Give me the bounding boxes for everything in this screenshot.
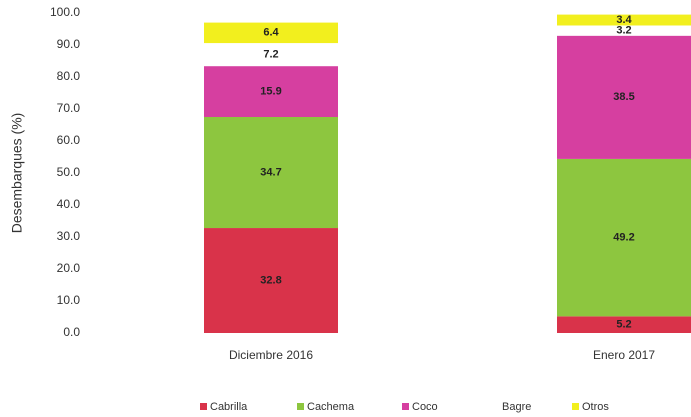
legend-label: Otros (582, 401, 609, 413)
y-axis-label: Desembarques (%) (9, 113, 25, 234)
bar-segment (557, 158, 691, 317)
bar-segment (204, 22, 338, 44)
data-label: 38.5 (613, 91, 634, 103)
y-tick-label: 60.0 (57, 133, 81, 147)
legend-swatch (297, 403, 304, 410)
data-label: 6.4 (263, 27, 279, 39)
y-tick-label: 20.0 (57, 261, 81, 275)
x-tick-label: Enero 2017 (593, 348, 655, 362)
data-label: 32.8 (260, 274, 281, 286)
bar-segment (204, 228, 338, 333)
bar-segment (557, 316, 691, 333)
bar-segment (204, 66, 338, 117)
data-label: 15.9 (260, 85, 281, 97)
legend-label: Cabrilla (210, 401, 248, 413)
bar-segment (557, 14, 691, 26)
legend-swatch (200, 403, 207, 410)
y-tick-label: 100.0 (50, 5, 80, 19)
y-tick-label: 50.0 (57, 165, 81, 179)
data-label: 34.7 (260, 166, 281, 178)
bar-segment (204, 117, 338, 229)
y-tick-label: 70.0 (57, 101, 81, 115)
data-label: 3.4 (616, 14, 632, 26)
y-tick-label: 30.0 (57, 229, 81, 243)
x-tick-label: Diciembre 2016 (229, 348, 313, 362)
data-label: 49.2 (613, 232, 634, 244)
data-label: 5.2 (616, 319, 631, 331)
y-tick-label: 80.0 (57, 69, 81, 83)
bar-segment (557, 25, 691, 36)
y-tick-label: 40.0 (57, 197, 81, 211)
y-tick-label: 0.0 (63, 325, 80, 339)
y-tick-label: 90.0 (57, 37, 81, 51)
legend-swatch (572, 403, 579, 410)
y-tick-label: 10.0 (57, 293, 81, 307)
data-label: 7.2 (263, 49, 278, 61)
legend-label: Bagre (502, 401, 531, 413)
legend-swatch (402, 403, 409, 410)
bar-segment (204, 43, 338, 67)
legend-label: Coco (412, 401, 438, 413)
data-label: 3.2 (616, 25, 631, 37)
legend-label: Cachema (307, 401, 355, 413)
legend-swatch (492, 403, 499, 410)
bar-segment (557, 35, 691, 159)
